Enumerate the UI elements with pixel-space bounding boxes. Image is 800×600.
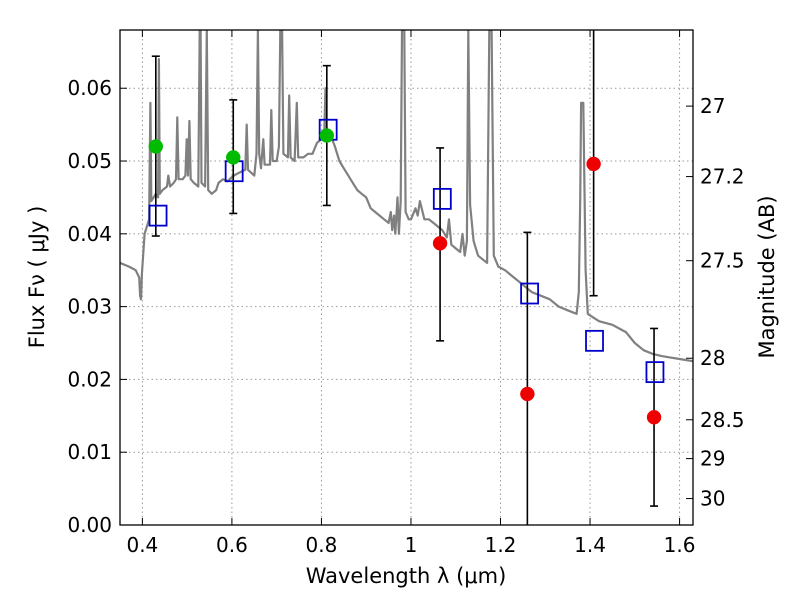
x-tick-label: 0.8: [306, 533, 338, 557]
x-tick-label: 1.2: [485, 533, 517, 557]
model-spectrum-line: [120, 30, 693, 363]
y-tick-label: 0.06: [67, 76, 112, 100]
tick-labels: 0.4 0.6 0.8 1 1.2 1.4 1.6 0.00 0.01 0.02 0.03 0.04 0…: [67, 76, 744, 557]
observed-flux-point: [432, 236, 448, 251]
x-tick-label: 0.6: [216, 533, 248, 557]
y-tick-label: 0.02: [67, 367, 112, 391]
x-tick-label: 0.4: [126, 533, 158, 557]
observed-flux-point: [319, 128, 335, 143]
y2-tick-label: 28.5: [700, 408, 745, 432]
y-axis-title: Flux Fν ( μJy ): [25, 206, 49, 349]
y2-tick-label: 27.5: [700, 249, 745, 273]
observed-flux-point: [586, 156, 601, 172]
observed-flux-point: [226, 150, 241, 165]
y-tick-label: 0.04: [67, 222, 112, 246]
x-tick-label: 1.6: [664, 533, 696, 557]
model-photometry-square: [148, 204, 168, 227]
y2-tick-label: 27.2: [700, 165, 745, 189]
model-photometry-square: [520, 282, 540, 305]
y2-tick-label: 29: [700, 447, 725, 471]
y2-tick-label: 30: [700, 487, 725, 511]
plot-data: [120, 30, 693, 363]
y2-tick-label: 27: [700, 94, 725, 118]
markers: [148, 118, 665, 425]
model-photometry-square: [645, 361, 665, 384]
observed-flux-point: [148, 139, 164, 154]
y-tick-label: 0.05: [67, 149, 112, 173]
model-photometry-square: [432, 187, 452, 210]
y-tick-label: 0.01: [67, 440, 112, 464]
x-tick-label: 1.4: [574, 533, 606, 557]
y-tick-label: 0.03: [67, 295, 112, 319]
observed-flux-point: [646, 410, 662, 425]
y2-axis-title: Magnitude (AB): [755, 195, 779, 358]
x-axis-title: Wavelength λ (μm): [306, 564, 507, 588]
y-tick-label: 0.00: [67, 513, 112, 537]
plot-frame: [119, 29, 694, 526]
x-tick-label: 1: [405, 533, 418, 557]
observed-flux-point: [520, 386, 535, 402]
ticks: [120, 30, 693, 526]
y2-tick-label: 28: [700, 346, 725, 370]
model-photometry-square: [585, 329, 604, 352]
